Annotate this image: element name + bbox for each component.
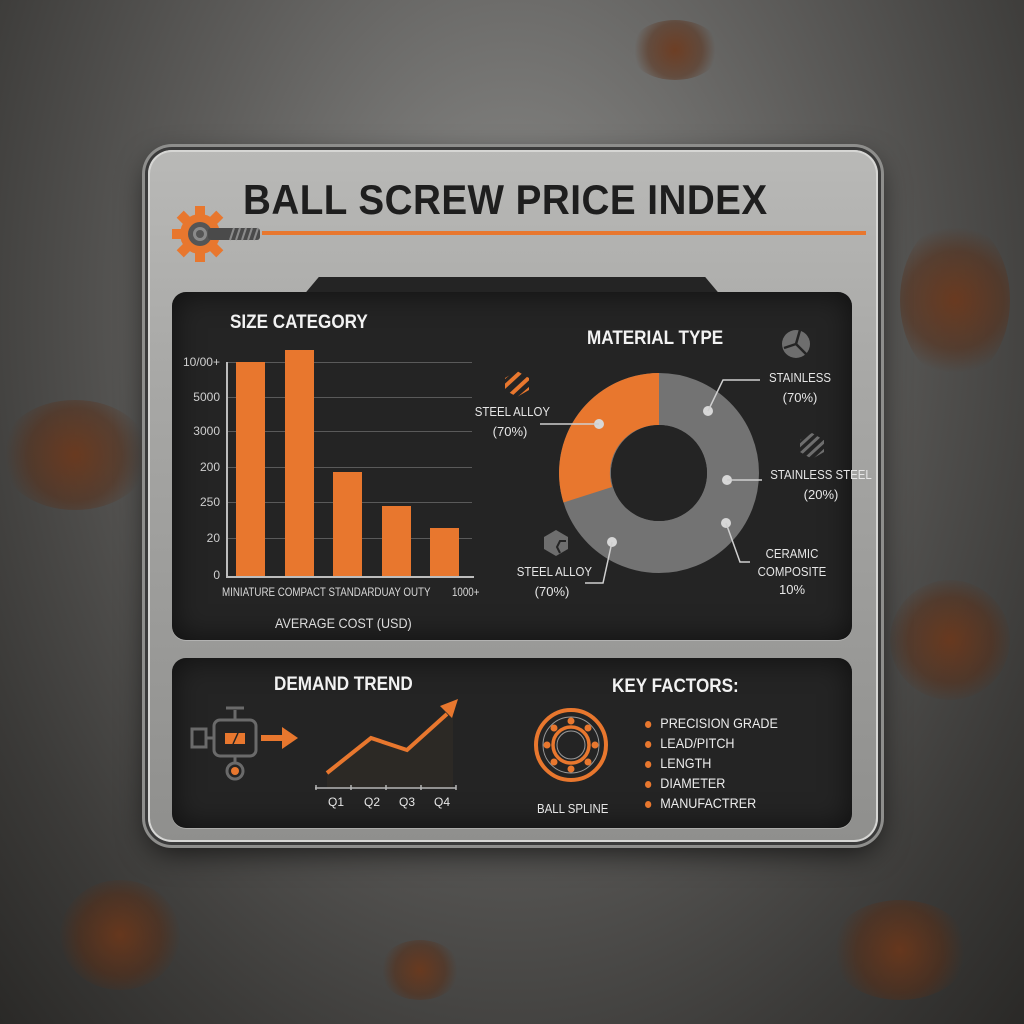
x-axis [226, 576, 474, 578]
key-factors-list: PRECISION GRADE LEAD/PITCH LENGTH DIAMET… [645, 713, 793, 813]
hexagon-nut-icon [544, 530, 568, 556]
bullet-icon [645, 780, 652, 788]
y-tick-label: 250 [199, 495, 220, 509]
bar-miniature[interactable] [236, 362, 265, 576]
y-tick-label: 20 [206, 531, 220, 545]
quarter-label-q4: Q4 [434, 795, 451, 809]
bullet-icon [645, 720, 652, 728]
x-category-labels: MINIATURE COMPACT STANDARDUAY OUTY [222, 587, 431, 599]
gridline [226, 362, 472, 363]
gridline [226, 431, 472, 432]
quarter-label-q3: Q3 [399, 795, 416, 809]
ballscrew-actuator-icon [190, 706, 298, 781]
gridline [226, 397, 472, 398]
key-factors-title: KEY FACTORS: [612, 676, 739, 697]
rust-stain [830, 900, 970, 1000]
hexagon-stripes-gray-icon [800, 433, 824, 459]
bar-1000-plus[interactable] [430, 528, 459, 576]
y-tick-label: 200 [199, 460, 220, 474]
label-steel-alloy-top: STEEL ALLOY (70%) [474, 404, 551, 439]
bar-compact[interactable] [285, 350, 314, 576]
demand-trend-title: DEMAND TREND [274, 674, 413, 695]
rust-stain [890, 580, 1010, 700]
page-title: BALL SCREW PRICE INDEX [243, 176, 768, 223]
material-chart-title: MATERIAL TYPE [587, 328, 724, 349]
label-stainless: STAINLESS (70%) [768, 370, 832, 405]
y-tick-label: 5000 [193, 390, 220, 404]
bar-standard[interactable] [333, 472, 362, 576]
quarter-label-q1: Q1 [328, 795, 345, 809]
gridline [226, 467, 472, 468]
factor-item: LEAD/PITCH [645, 733, 778, 753]
label-ceramic-composite: CERAMIC COMPOSITE 10% [757, 546, 827, 597]
label-stainless-steel: STAINLESS STEEL (20%) [770, 467, 872, 502]
bullet-icon [645, 800, 652, 808]
rust-stain [0, 400, 150, 510]
factor-item: DIAMETER [645, 773, 778, 793]
factor-item: PRECISION GRADE [645, 713, 778, 733]
material-donut-chart[interactable] [558, 372, 760, 574]
y-tick-label: 10/00+ [182, 355, 220, 369]
rust-stain [380, 940, 460, 1000]
bullet-icon [645, 760, 652, 768]
rust-stain [60, 880, 180, 990]
x-axis-title: AVERAGE COST (USD) [275, 615, 412, 631]
gear-ballscrew-icon [172, 206, 260, 262]
demand-trend-line-chart[interactable] [315, 690, 465, 800]
title-underline [262, 231, 866, 235]
rust-stain [900, 220, 1010, 380]
quarter-label-q2: Q2 [364, 795, 381, 809]
label-steel-alloy-bottom: STEEL ALLOY (70%) [516, 564, 593, 599]
factor-item: LENGTH [645, 753, 778, 773]
size-chart-title: SIZE CATEGORY [230, 312, 368, 333]
rust-stain [630, 20, 720, 80]
hexagon-stripes-orange-icon [505, 371, 529, 397]
y-axis [226, 362, 228, 577]
pie-chart-icon [782, 329, 810, 358]
factor-item: MANUFACTRER [645, 793, 778, 813]
ball-bearing-icon [534, 708, 608, 782]
bar-heavy-duty[interactable] [382, 506, 411, 576]
y-tick-label: 3000 [193, 424, 220, 438]
x-category-label-extra: 1000+ [452, 587, 480, 599]
bullet-icon [645, 740, 652, 748]
ball-spline-label: BALL SPLINE [537, 801, 609, 816]
y-tick-label: 0 [213, 568, 220, 582]
